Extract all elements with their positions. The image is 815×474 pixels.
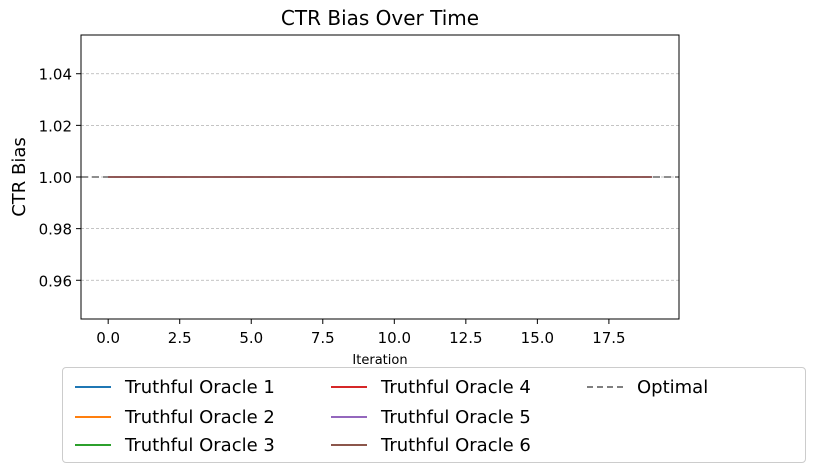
legend-label: Truthful Oracle 4: [381, 376, 531, 398]
legend-label: Truthful Oracle 2: [125, 406, 275, 428]
x-tick-label: 10.0: [378, 329, 411, 347]
legend-label: Truthful Oracle 1: [125, 376, 275, 398]
legend-swatch: [331, 416, 367, 418]
legend-item: Optimal: [587, 374, 708, 400]
y-tick-label: 0.96: [39, 272, 72, 290]
x-tick-label: 5.0: [239, 329, 263, 347]
legend-label: Truthful Oracle 6: [381, 434, 531, 456]
legend-label: Truthful Oracle 5: [381, 406, 531, 428]
legend-swatch: [587, 386, 623, 388]
legend-item: Truthful Oracle 3: [75, 432, 275, 458]
legend-swatch: [75, 416, 111, 418]
legend-item: Truthful Oracle 4: [331, 374, 531, 400]
x-tick-label: 15.0: [521, 329, 554, 347]
legend-label: Truthful Oracle 3: [125, 434, 275, 456]
x-tick-label: 17.5: [592, 329, 625, 347]
y-tick-label: 1.02: [39, 117, 72, 135]
y-tick-label: 1.00: [39, 169, 72, 187]
x-axis-label: Iteration: [352, 353, 407, 368]
legend-item: Truthful Oracle 6: [331, 432, 531, 458]
legend-label: Optimal: [637, 376, 709, 398]
x-tick-label: 7.5: [311, 329, 335, 347]
y-tick-label: 0.98: [39, 221, 72, 239]
legend-item: Truthful Oracle 5: [331, 404, 531, 430]
legend: Truthful Oracle 1 Truthful Oracle 2 Truthf…: [62, 367, 806, 463]
legend-swatch: [331, 444, 367, 446]
chart-title: CTR Bias Over Time: [281, 6, 479, 30]
x-tick-label: 12.5: [449, 329, 482, 347]
y-axis-label: CTR Bias: [9, 137, 30, 217]
legend-swatch: [331, 386, 367, 388]
legend-swatch: [75, 444, 111, 446]
legend-item: Truthful Oracle 1: [75, 374, 275, 400]
axis-ticks: 0.96 0.98 1.00 1.02 1.04 0.0 2.5 5.0 7.5 10.0 12.5…: [39, 66, 626, 347]
legend-item: Truthful Oracle 2: [75, 404, 275, 430]
y-tick-label: 1.04: [39, 66, 72, 84]
x-tick-label: 2.5: [168, 329, 192, 347]
x-tick-label: 0.0: [96, 329, 120, 347]
legend-swatch: [75, 386, 111, 388]
